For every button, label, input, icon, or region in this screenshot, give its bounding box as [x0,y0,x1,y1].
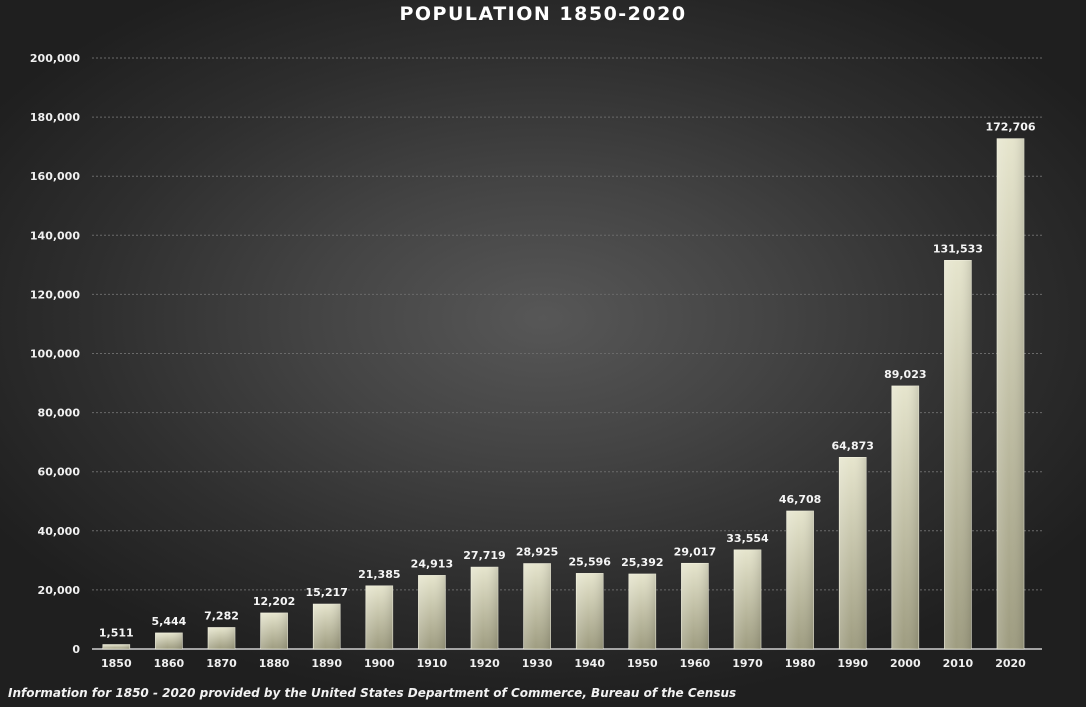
data-label-1940: 25,596 [568,555,611,568]
bar-sheen [997,138,1024,650]
bar-sheen [523,563,551,649]
bars [102,138,1025,650]
x-tick-label: 1880 [259,657,290,670]
bar-sheen [576,573,604,649]
y-tick-label: 180,000 [30,111,80,124]
data-label-2000: 89,023 [884,368,926,381]
y-tick-label: 60,000 [38,466,81,479]
x-tick-label: 1890 [311,657,342,670]
bar-sheen [944,260,972,649]
x-tick-label: 1920 [469,657,500,670]
bar-sheen [839,457,867,649]
x-tick-label: 1940 [574,657,605,670]
y-tick-label: 100,000 [30,348,80,361]
x-tick-label: 2010 [943,657,974,670]
x-tick-label: 2020 [995,657,1026,670]
bar-sheen [786,510,814,649]
axes: 0 20,000 40,000 60,000 80,000 100,000 120,000 1… [30,52,1042,670]
x-tick-label: 1850 [101,657,132,670]
x-tick-label: 1950 [627,657,658,670]
y-tick-label: 0 [72,643,80,656]
y-tick-label: 40,000 [38,525,81,538]
x-tick-label: 1900 [364,657,395,670]
data-label-2010: 131,533 [933,242,983,255]
bar-sheen [418,575,446,649]
x-tick-label: 1910 [417,657,448,670]
bar-sheen [734,549,761,649]
bar-sheen [155,632,183,649]
data-label-1980: 46,708 [779,493,821,506]
bar-sheen [628,573,656,649]
bar-sheen [313,604,341,649]
data-label-1920: 27,719 [463,549,505,562]
x-tick-label: 1870 [206,657,237,670]
bar-sheen [681,563,709,649]
y-tick-label: 160,000 [30,170,80,183]
data-label-2020: 172,706 [985,121,1035,134]
data-label-1880: 12,202 [253,595,295,608]
data-label-1860: 5,444 [152,615,187,628]
data-label-1990: 64,873 [831,439,873,452]
y-tick-label: 140,000 [30,229,80,242]
y-tick-label: 120,000 [30,288,80,301]
data-label-1910: 24,913 [411,557,453,570]
x-tick-label: 1980 [785,657,816,670]
bar-sheen [891,385,919,649]
data-labels: 1,511 5,444 7,282 12,202 15,217 21,385 24,913 2… [99,121,1036,640]
data-label-1870: 7,282 [204,609,239,622]
data-label-1850: 1,511 [99,627,134,640]
data-label-1930: 28,925 [516,546,558,559]
x-tick-label: 1930 [522,657,553,670]
bar-sheen [208,627,235,649]
bar-sheen [260,612,288,649]
data-label-1890: 15,217 [305,586,347,599]
x-tick-label: 1860 [154,657,185,670]
data-label-1970: 33,554 [726,532,769,545]
y-tick-label: 80,000 [38,407,81,420]
source-note: Information for 1850 - 2020 provided by … [8,686,737,700]
x-tick-label: 1990 [837,657,868,670]
x-tick-label: 2000 [890,657,921,670]
x-tick-label: 1970 [732,657,763,670]
data-label-1960: 29,017 [674,545,716,558]
chart-title: POPULATION 1850-2020 [399,3,687,25]
bar-sheen [471,567,498,649]
bar-sheen [102,644,130,649]
y-tick-label: 200,000 [30,52,80,65]
y-tick-label: 20,000 [38,584,81,597]
bar-sheen [365,585,393,649]
data-label-1900: 21,385 [358,568,400,581]
x-tick-label: 1960 [680,657,711,670]
data-label-1950: 25,392 [621,556,663,569]
